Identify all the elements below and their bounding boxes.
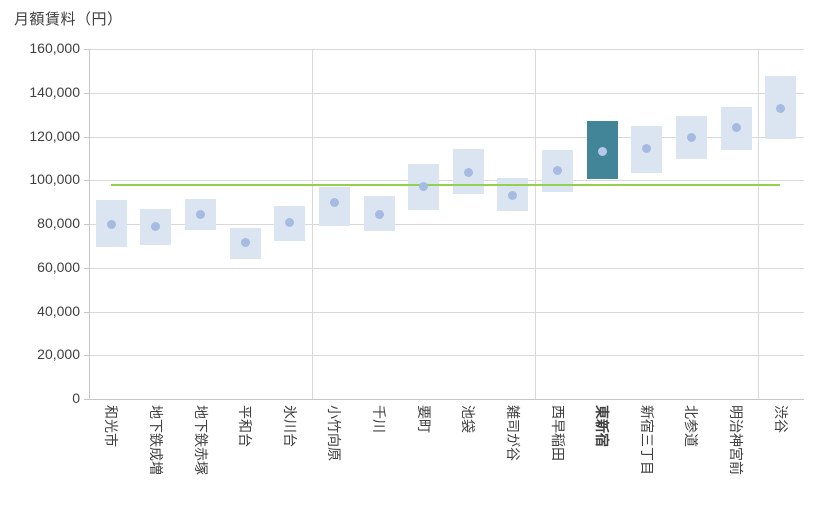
category-separator — [535, 49, 536, 399]
y-gridline — [89, 268, 804, 269]
y-tick-label: 60,000 — [37, 259, 80, 275]
y-tick-label: 0 — [72, 390, 80, 406]
x-category-label: 平和台 — [237, 405, 253, 447]
y-gridline — [89, 312, 804, 313]
y-axis-tick — [84, 93, 89, 94]
x-category-label: 東新宿 — [594, 405, 610, 447]
y-gridline — [89, 137, 804, 138]
y-gridline — [89, 180, 804, 181]
y-axis-tick — [84, 312, 89, 313]
x-category-label: 明治神宮前 — [728, 405, 744, 475]
mean-rent-dot — [196, 210, 205, 219]
mean-rent-dot — [776, 104, 785, 113]
mean-rent-dot — [732, 123, 741, 132]
x-category-label: 地下鉄赤塚 — [193, 405, 209, 475]
x-category-label: 渋谷 — [773, 405, 789, 433]
mean-rent-dot — [151, 222, 160, 231]
chart-title: 月額賃料（円） — [14, 11, 123, 28]
mean-rent-dot — [642, 144, 651, 153]
mean-rent-dot — [508, 191, 517, 200]
y-axis-tick — [84, 355, 89, 356]
y-tick-label: 160,000 — [29, 40, 80, 56]
y-gridline — [89, 355, 804, 356]
category-separator — [312, 49, 313, 399]
mean-rent-dot — [687, 133, 696, 142]
mean-rent-dot — [285, 218, 294, 227]
x-axis-line — [89, 399, 804, 400]
mean-rent-dot — [375, 210, 384, 219]
x-category-label: 小竹向原 — [326, 405, 342, 461]
y-axis-tick — [84, 224, 89, 225]
x-category-label: 西早稲田 — [550, 405, 566, 461]
y-axis-tick — [84, 268, 89, 269]
mean-rent-dot — [419, 182, 428, 191]
mean-rent-dot — [464, 168, 473, 177]
x-category-label: 和光市 — [103, 405, 119, 447]
mean-rent-dot — [553, 166, 562, 175]
mean-rent-dot — [107, 220, 116, 229]
average-reference-line — [111, 184, 780, 186]
x-category-label: 要町 — [416, 405, 432, 433]
x-category-label: 新宿三丁目 — [639, 405, 655, 475]
y-gridline — [89, 224, 804, 225]
mean-rent-dot — [330, 198, 339, 207]
y-gridline — [89, 49, 804, 50]
y-gridline — [89, 93, 804, 94]
y-tick-label: 80,000 — [37, 215, 80, 231]
x-category-label: 北参道 — [683, 405, 699, 447]
y-tick-label: 40,000 — [37, 303, 80, 319]
x-category-label: 池袋 — [460, 405, 476, 433]
mean-rent-dot — [241, 238, 250, 247]
y-axis-tick — [84, 137, 89, 138]
y-tick-label: 140,000 — [29, 84, 80, 100]
y-tick-label: 120,000 — [29, 128, 80, 144]
x-category-label: 地下鉄成増 — [148, 405, 164, 475]
x-category-label: 千川 — [371, 405, 387, 433]
y-tick-label: 100,000 — [29, 171, 80, 187]
category-separator — [758, 49, 759, 399]
x-category-label: 氷川台 — [282, 405, 298, 447]
y-axis-tick — [84, 399, 89, 400]
y-axis-line — [89, 49, 90, 399]
y-axis-tick — [84, 180, 89, 181]
y-tick-label: 20,000 — [37, 346, 80, 362]
x-category-label: 雑司が谷 — [505, 405, 521, 461]
mean-rent-dot — [598, 147, 607, 156]
y-axis-tick — [84, 49, 89, 50]
